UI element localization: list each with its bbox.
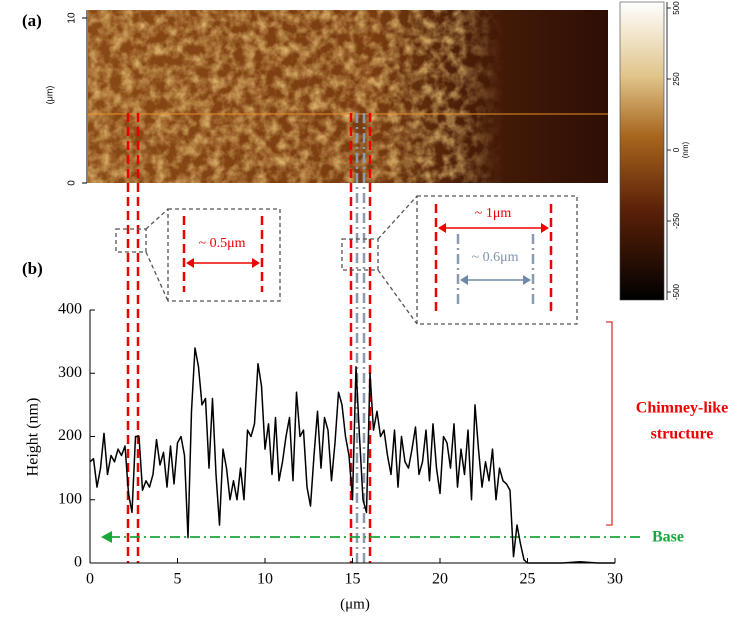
x-tick-label: 15 [345, 571, 361, 588]
markers [126, 113, 372, 563]
inset-arrows [186, 223, 549, 285]
annotation: Chimney-like [636, 400, 728, 417]
y-tick-label: 10 [67, 12, 78, 24]
annotation: ~ 0.6μm [472, 250, 519, 265]
y-tick-label: 100 [58, 490, 82, 507]
x-tick-label: 25 [520, 571, 536, 588]
profile [89, 347, 615, 564]
y-axis-label: Height (nm) [25, 398, 42, 477]
x-axis-label: (μm) [340, 596, 370, 612]
x-tick-label: 0 [86, 571, 94, 588]
x-tick-label: 30 [607, 571, 623, 588]
y-tick-label: 300 [58, 364, 82, 381]
bracket [606, 321, 613, 526]
y-tick-label: 0 [74, 554, 82, 571]
panel-label: (a) [22, 11, 42, 30]
y-tick-label: 0 [67, 180, 78, 186]
inset-lines [182, 204, 553, 314]
colorbar-tick-label: -500 [672, 283, 681, 300]
colorbar-tick-label: 250 [672, 72, 681, 86]
afm-texture [88, 10, 608, 183]
insets [115, 195, 578, 325]
colorbar-tick-label: 500 [672, 1, 681, 15]
base-arrow [101, 531, 112, 543]
x-tick-label: 10 [257, 571, 273, 588]
panel-label: (b) [22, 259, 43, 278]
colorbar-tick-label: 0 [672, 147, 681, 152]
colorbar [619, 1, 665, 301]
colorbar-label: (nm) [681, 141, 690, 158]
y-tick-label: 400 [58, 301, 82, 318]
x-tick-label: 20 [432, 571, 448, 588]
y-tick-label: 200 [58, 427, 82, 444]
annotation: ~ 1μm [475, 206, 512, 221]
x-tick-label: 5 [174, 571, 182, 588]
annotation: ~ 0.5μm [199, 236, 246, 251]
annotation: Base [652, 529, 684, 546]
colorbar-tick-label: -250 [672, 212, 681, 229]
image-axis-label: (μm) [44, 86, 54, 105]
annotation: structure [651, 426, 714, 443]
